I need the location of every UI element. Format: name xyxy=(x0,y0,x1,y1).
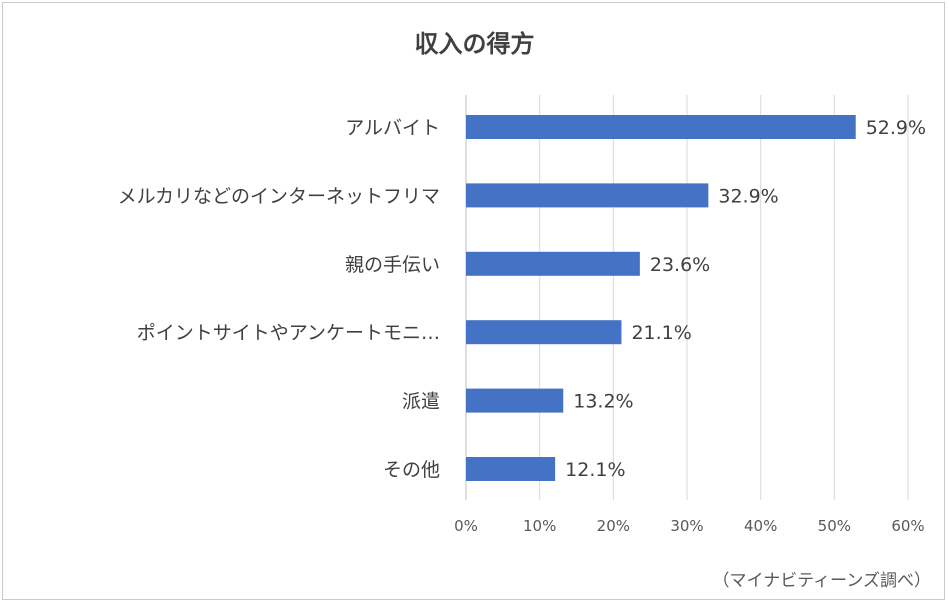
x-tick-label: 10% xyxy=(523,517,556,535)
x-tick-label: 50% xyxy=(818,517,851,535)
category-label: メルカリなどのインターネットフリマ xyxy=(118,185,440,207)
category-label: その他 xyxy=(383,459,440,481)
chart-title: 収入の得方 xyxy=(414,30,535,58)
bar xyxy=(466,320,622,345)
data-label: 13.2% xyxy=(573,391,633,413)
category-label: アルバイト xyxy=(345,117,440,139)
bar xyxy=(466,183,709,208)
bar xyxy=(466,388,564,413)
data-label: 12.1% xyxy=(565,459,625,481)
x-tick-label: 40% xyxy=(744,517,777,535)
data-label: 52.9% xyxy=(866,117,926,139)
x-tick-label: 20% xyxy=(597,517,630,535)
data-label: 23.6% xyxy=(650,254,710,276)
data-label: 32.9% xyxy=(718,185,778,207)
category-label: 親の手伝い xyxy=(345,254,440,276)
x-tick-label: 0% xyxy=(454,517,478,535)
bar xyxy=(466,115,856,139)
x-tick-label: 30% xyxy=(670,517,703,535)
bar xyxy=(466,457,556,481)
x-tick-label: 60% xyxy=(891,517,924,535)
source-note: （マイナビティーンズ調べ） xyxy=(712,571,931,591)
category-label: ポイントサイトやアンケートモニ… xyxy=(137,322,440,344)
bar xyxy=(466,251,640,276)
data-label: 21.1% xyxy=(631,322,691,344)
category-label: 派遣 xyxy=(402,391,440,413)
